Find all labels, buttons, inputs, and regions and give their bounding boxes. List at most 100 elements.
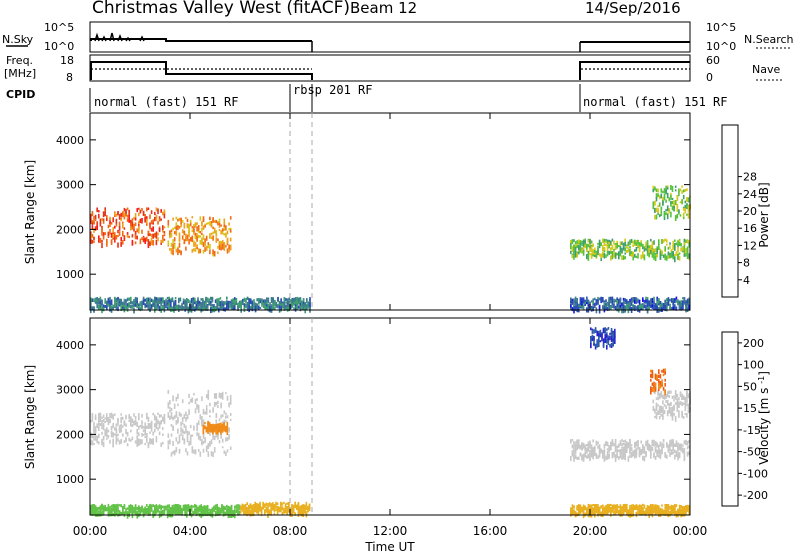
power-cell xyxy=(662,200,664,206)
velocity-cell xyxy=(215,429,217,435)
freq-label: Freq. xyxy=(6,54,33,67)
velocity-cell xyxy=(144,431,146,434)
velocity-cell xyxy=(139,507,142,513)
power-cell xyxy=(277,297,279,301)
power-cell xyxy=(679,201,682,204)
power-cell xyxy=(659,301,662,306)
velocity-cell xyxy=(203,507,206,514)
power-cell xyxy=(627,304,630,310)
velocity-cell xyxy=(268,509,271,514)
velocity-cell xyxy=(220,422,222,429)
velocity-cell xyxy=(618,445,620,448)
power-cell xyxy=(162,234,164,240)
velocity-cell xyxy=(637,505,639,511)
power-cell xyxy=(683,238,686,244)
velocity-cell xyxy=(120,423,122,428)
power-cell xyxy=(118,226,121,231)
velocity-cell xyxy=(101,431,103,435)
velocity-cell xyxy=(210,428,213,433)
velocity-cell xyxy=(677,444,679,450)
power-cell xyxy=(616,242,618,249)
velocity-cell xyxy=(167,412,170,418)
velocity-cell xyxy=(166,508,169,515)
velocity-cell xyxy=(195,504,198,508)
velocity-cell xyxy=(574,511,577,515)
power-cell xyxy=(146,236,148,242)
velocity-cell xyxy=(660,410,663,413)
velocity-cell xyxy=(582,453,585,459)
power-cell xyxy=(645,248,647,251)
velocity-cell xyxy=(642,512,644,515)
power-cell xyxy=(194,247,197,252)
power-cell xyxy=(155,215,158,221)
velocity-cell xyxy=(99,423,102,426)
velocity-cell xyxy=(221,438,224,443)
power-cell xyxy=(587,250,590,254)
power-cell xyxy=(592,298,594,302)
velocity-cell xyxy=(678,397,680,401)
velocity-cell xyxy=(217,434,219,440)
power-cell xyxy=(175,222,178,226)
velocity-cell xyxy=(666,442,668,448)
power-cell xyxy=(306,305,308,310)
velocity-cell xyxy=(185,411,187,416)
power-cell xyxy=(147,301,150,304)
power-cell xyxy=(222,302,225,305)
power-cell xyxy=(654,307,657,310)
velocity-cell xyxy=(654,506,657,510)
velocity-cell xyxy=(616,454,618,459)
power-cell xyxy=(250,307,252,311)
velocity-cell xyxy=(218,392,221,398)
velocity-cell xyxy=(177,403,179,407)
velocity-cell xyxy=(166,512,169,516)
power-cell xyxy=(158,228,161,231)
velocity-cell xyxy=(678,508,681,513)
power-cell xyxy=(605,254,607,258)
velocity-cell xyxy=(93,435,95,441)
velocity-cell xyxy=(645,507,647,513)
velocity-cell xyxy=(598,335,600,342)
velocity-colorbar-tick-label: 100 xyxy=(743,359,764,372)
power-cell xyxy=(643,299,646,304)
velocity-cell xyxy=(676,408,679,412)
power-cell xyxy=(207,244,210,249)
velocity-cell xyxy=(578,439,580,442)
velocity-cell xyxy=(630,451,633,458)
velocity-cell xyxy=(662,368,665,373)
velocity-cell xyxy=(106,427,108,433)
power-cell xyxy=(299,307,302,312)
power-cell xyxy=(630,302,633,306)
velocity-cell xyxy=(590,336,592,339)
velocity-cell xyxy=(643,448,646,452)
power-cell xyxy=(608,296,610,303)
power-cell xyxy=(298,297,300,302)
velocity-cell xyxy=(238,507,241,510)
velocity-cell xyxy=(604,334,606,340)
velocity-cell xyxy=(671,406,674,412)
velocity-cell xyxy=(131,505,134,511)
velocity-colorbar-label: Velocity [m s -1] xyxy=(757,371,772,465)
power-cell xyxy=(643,248,646,252)
velocity-cell xyxy=(664,453,666,458)
velocity-cell xyxy=(686,452,689,457)
power-cell xyxy=(204,225,206,228)
power-cell xyxy=(259,307,262,309)
velocity-cell xyxy=(658,369,660,375)
power-cell xyxy=(166,306,169,311)
power-cell xyxy=(126,218,129,222)
power-cell xyxy=(657,208,659,214)
power-cell xyxy=(224,301,226,305)
power-cell xyxy=(114,305,116,308)
velocity-cell xyxy=(172,426,174,431)
velocity-cell xyxy=(117,438,119,442)
power-cell xyxy=(253,299,255,304)
velocity-cell xyxy=(118,429,121,433)
velocity-cell xyxy=(664,506,666,510)
velocity-cell xyxy=(676,398,679,404)
power-cell xyxy=(662,254,665,258)
velocity-cell xyxy=(99,420,102,423)
power-cell xyxy=(678,209,680,213)
velocity-cell xyxy=(656,453,658,457)
power-cell xyxy=(253,304,255,308)
power-cell xyxy=(232,302,234,307)
